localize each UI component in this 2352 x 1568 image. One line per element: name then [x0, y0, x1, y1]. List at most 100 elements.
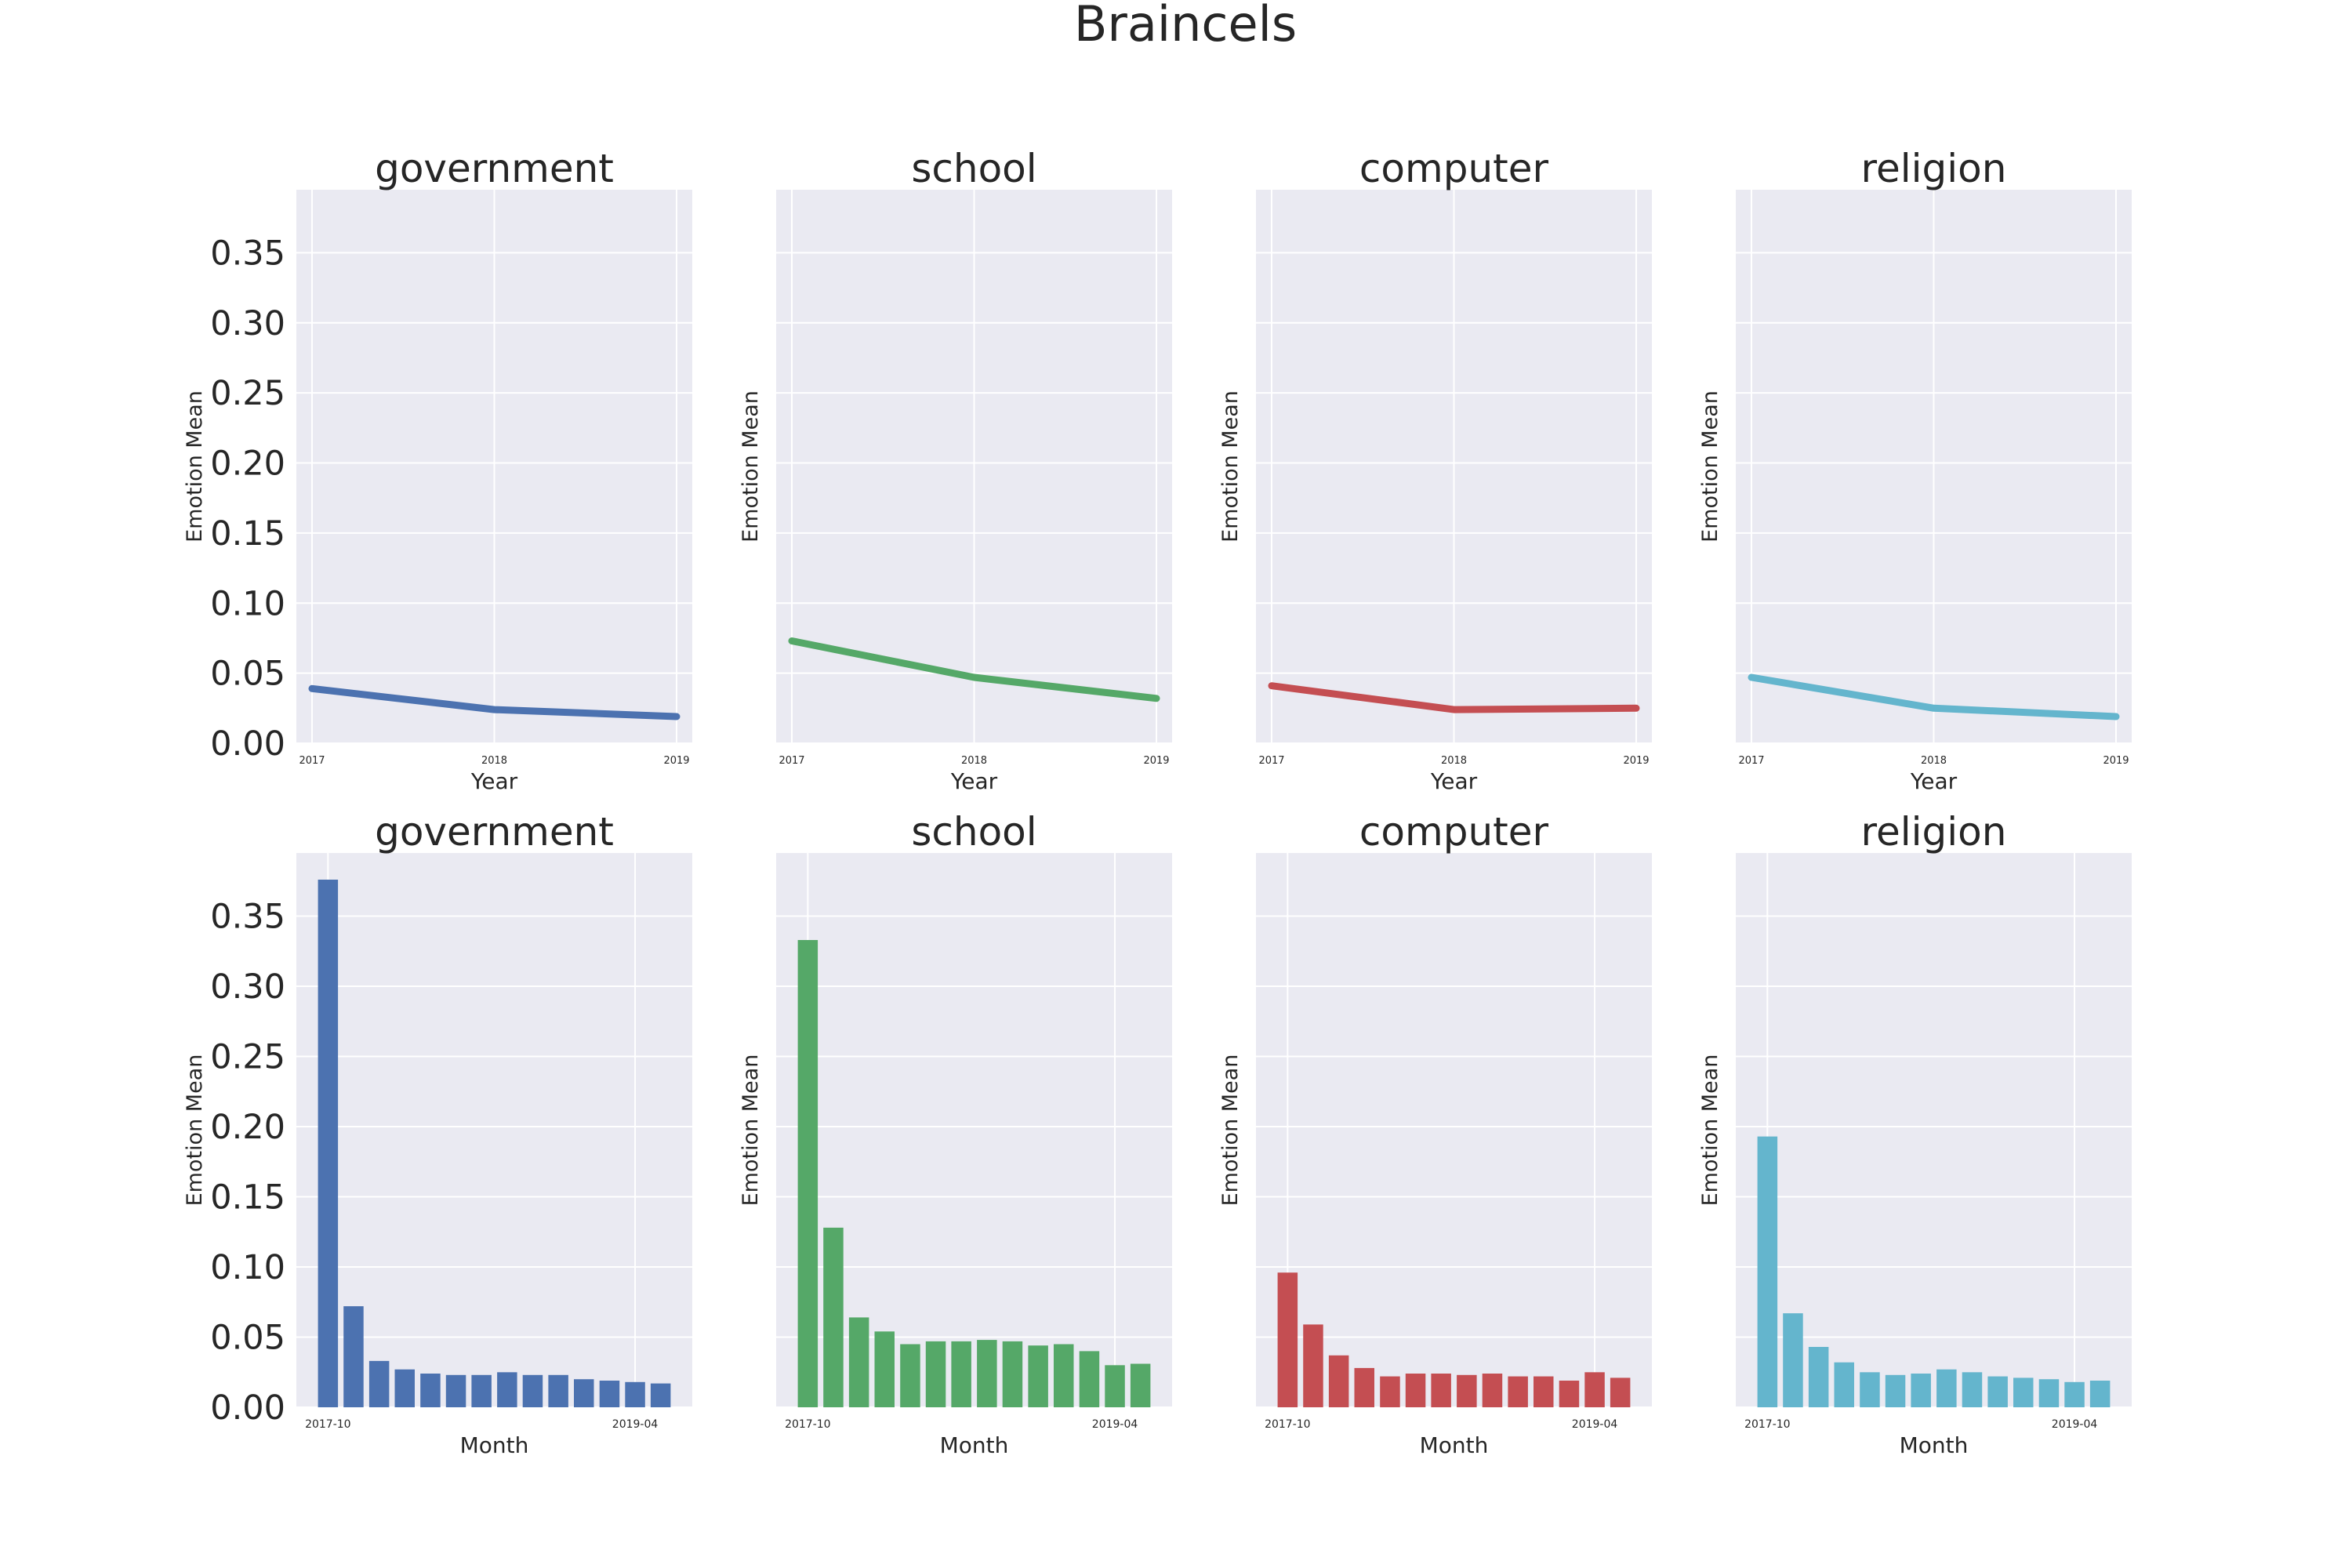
- y-tick-label: 0.05: [210, 655, 285, 694]
- bar: [1482, 1374, 1503, 1407]
- x-tick-label: 2018: [1441, 755, 1467, 767]
- bar: [951, 1341, 971, 1407]
- bar: [650, 1383, 671, 1407]
- bar: [1354, 1367, 1374, 1407]
- bar: [1380, 1376, 1400, 1407]
- y-axis-label: Emotion Mean: [1698, 1054, 1722, 1207]
- y-tick-label: 0.05: [210, 1319, 285, 1358]
- subplot-title: school: [911, 146, 1036, 191]
- bar: [1936, 1369, 1957, 1407]
- bar: [368, 1360, 390, 1407]
- y-tick-label: 0.25: [210, 374, 285, 413]
- subplot-title: religion: [1861, 809, 2007, 855]
- y-tick-label: 0.35: [210, 234, 285, 273]
- bar: [1431, 1374, 1451, 1407]
- subplot-yearly-school: 2017 2018 2019 school Year Emotion Mean: [739, 146, 1172, 794]
- subplot-monthly-religion: 2017-10 2019-04 religion Month Emotion Mean: [1698, 809, 2132, 1458]
- x-tick-label: 2017-10: [1265, 1418, 1311, 1431]
- x-axis-label: Year: [1430, 768, 1478, 794]
- bar: [343, 1306, 364, 1407]
- bar: [1534, 1376, 1554, 1407]
- bar: [1559, 1381, 1580, 1407]
- bar: [925, 1341, 946, 1407]
- bar: [1508, 1376, 1528, 1407]
- y-tick-label: 0.30: [210, 967, 285, 1007]
- x-tick-label: 2017-10: [305, 1418, 351, 1431]
- bar: [318, 880, 339, 1407]
- y-tick-label: 0.00: [210, 724, 285, 764]
- bar: [1028, 1345, 1048, 1407]
- plot-area: [1256, 853, 1652, 1407]
- y-tick-label: 0.35: [210, 898, 285, 937]
- x-axis-label: Month: [1900, 1432, 1969, 1458]
- y-tick-label: 0.10: [210, 1248, 285, 1287]
- y-tick-label: 0.30: [210, 304, 285, 343]
- bar: [1002, 1341, 1023, 1407]
- y-tick-label: 0.25: [210, 1038, 285, 1077]
- x-axis-label: Month: [460, 1432, 529, 1458]
- bar: [1584, 1372, 1605, 1407]
- subplot-monthly-government: 2017-10 2019-04 government Month Emotion Mea…: [183, 809, 692, 1458]
- figure-title: Braincels: [1074, 0, 1297, 53]
- x-tick-label: 2017: [779, 755, 804, 767]
- x-tick-label: 2017: [1738, 755, 1764, 767]
- bar: [548, 1374, 568, 1407]
- bar: [1105, 1365, 1125, 1407]
- bar: [1303, 1324, 1323, 1407]
- bar: [977, 1340, 997, 1407]
- subplot-title: government: [375, 146, 614, 191]
- x-tick-label: 2018: [481, 755, 507, 767]
- subplot-title: computer: [1359, 809, 1549, 855]
- bar: [522, 1374, 543, 1407]
- bar: [874, 1331, 895, 1407]
- bar: [1757, 1136, 1778, 1407]
- x-tick-label: 2019-04: [1092, 1418, 1138, 1431]
- y-tick-label: 0.00: [210, 1388, 285, 1428]
- bar: [445, 1374, 466, 1407]
- y-axis-label: Emotion Mean: [1698, 390, 1722, 543]
- x-tick-label: 2018: [1921, 755, 1947, 767]
- x-axis-label: Year: [470, 768, 518, 794]
- bar: [1079, 1351, 1100, 1407]
- x-tick-label: 2019: [663, 755, 689, 767]
- subplot-title: government: [375, 809, 614, 855]
- series-line: [1268, 682, 1640, 713]
- x-tick-label: 2019: [1143, 755, 1169, 767]
- subplot-title: computer: [1359, 146, 1549, 191]
- bar: [1962, 1372, 1983, 1407]
- bar: [1911, 1374, 1931, 1407]
- subplot-monthly-computer: 2017-10 2019-04 computer Month Emotion Mean: [1218, 809, 1652, 1458]
- subplot-yearly-religion: 2017 2018 2019 religion Year Emotion Mean: [1698, 146, 2132, 794]
- bar: [1885, 1374, 1906, 1407]
- series-line: [308, 684, 681, 720]
- x-tick-label: 2017-10: [1744, 1418, 1791, 1431]
- y-tick-label: 0.15: [210, 514, 285, 554]
- subplot-yearly-computer: 2017 2018 2019 computer Year Emotion Mean: [1218, 146, 1652, 794]
- x-tick-label: 2018: [961, 755, 987, 767]
- bar: [497, 1372, 517, 1407]
- x-tick-label: 2019: [2103, 755, 2129, 767]
- y-tick-label: 0.15: [210, 1178, 285, 1218]
- bar: [599, 1381, 620, 1407]
- bar: [1328, 1355, 1349, 1407]
- x-tick-label: 2019-04: [1572, 1418, 1618, 1431]
- bar: [1834, 1362, 1854, 1407]
- bar: [2064, 1381, 2085, 1407]
- subplot-monthly-school: 2017-10 2019-04 school Month Emotion Mean: [739, 809, 1172, 1458]
- series-line: [1748, 673, 2120, 720]
- bar: [1130, 1363, 1151, 1407]
- y-tick-label: 0.10: [210, 584, 285, 623]
- bar: [394, 1369, 415, 1407]
- bar: [471, 1374, 492, 1407]
- x-axis-label: Month: [1420, 1432, 1489, 1458]
- y-tick-label: 0.20: [210, 1108, 285, 1147]
- x-axis-label: Year: [1910, 768, 1958, 794]
- y-axis-label: Emotion Mean: [1218, 1054, 1243, 1207]
- subplot-title: religion: [1861, 146, 2007, 191]
- series-line: [788, 637, 1160, 702]
- x-tick-label: 2017-10: [785, 1418, 831, 1431]
- bar: [1860, 1372, 1880, 1407]
- x-axis-label: Year: [950, 768, 998, 794]
- bar: [900, 1344, 920, 1407]
